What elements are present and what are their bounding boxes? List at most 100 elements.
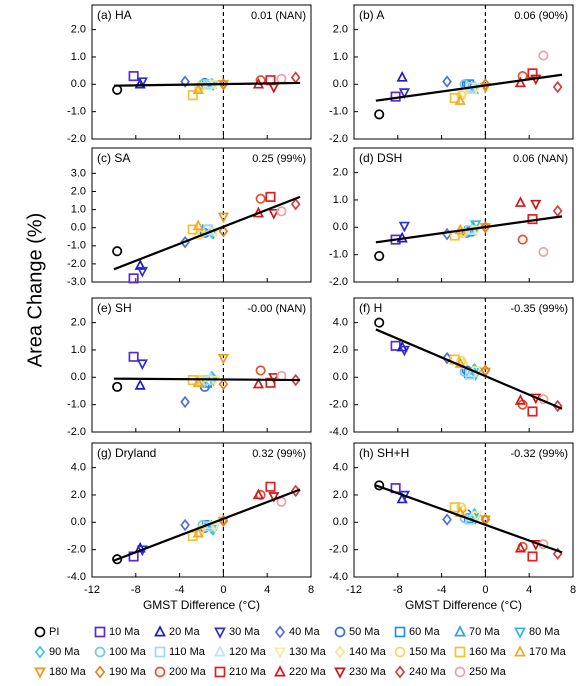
- point: [514, 541, 527, 553]
- point: [398, 88, 410, 99]
- legend-label: 180 Ma: [49, 666, 87, 678]
- point: [252, 377, 265, 389]
- panel-title: (b) A: [359, 8, 384, 22]
- legend-marker: [154, 625, 166, 637]
- point: [454, 94, 466, 105]
- legend-marker: [454, 625, 466, 637]
- legend-label: 160 Ma: [469, 646, 507, 658]
- point: [552, 399, 563, 413]
- panel-frame: [353, 147, 574, 283]
- legend-label: 50 Ma: [349, 626, 380, 638]
- fit-line: [375, 328, 563, 410]
- x-tick-label: 0: [482, 584, 488, 596]
- legend-label: 30 Ma: [229, 626, 260, 638]
- legend-marker: [514, 645, 526, 657]
- x-tick-label: 8: [308, 584, 314, 596]
- fit-line: [375, 215, 563, 244]
- point: [209, 375, 221, 387]
- point: [180, 395, 190, 409]
- legend-label: 230 Ma: [349, 666, 387, 678]
- point: [374, 250, 385, 262]
- point: [134, 77, 146, 89]
- y-tick-label: 1.0: [333, 194, 348, 206]
- y-tick-label: 1.0: [71, 344, 86, 356]
- point: [290, 197, 301, 211]
- point: [134, 379, 146, 390]
- point: [454, 357, 466, 368]
- legend-label: 70 Ma: [469, 626, 500, 638]
- x-tick-label: -12: [84, 584, 100, 596]
- x-tick-label: 4: [264, 584, 270, 596]
- y-tick-label: 0.0: [333, 221, 348, 233]
- legend-label: 40 Ma: [289, 626, 320, 638]
- y-tick-label: 4.0: [333, 462, 348, 474]
- legend-marker: [394, 665, 406, 679]
- legend-marker: [394, 626, 406, 638]
- y-tick-label: -4.0: [67, 571, 86, 583]
- legend-marker: [34, 645, 46, 659]
- point: [276, 73, 287, 84]
- panel-frame: [91, 4, 312, 140]
- point: [136, 266, 148, 278]
- legend-marker: [334, 667, 346, 679]
- point: [552, 80, 563, 94]
- panel-frame: [91, 147, 312, 283]
- legend-marker: [334, 645, 346, 659]
- legend-label: 100 Ma: [109, 646, 147, 658]
- legend-marker: [94, 626, 106, 638]
- point: [471, 225, 483, 237]
- point: [128, 351, 139, 362]
- y-tick-label: -1.0: [67, 399, 86, 411]
- legend-marker: [454, 666, 466, 678]
- point: [479, 515, 492, 527]
- panel-title: (c) SA: [97, 151, 130, 165]
- point: [192, 526, 204, 538]
- y-tick-label: 0.0: [71, 222, 86, 234]
- point: [374, 109, 385, 120]
- point: [218, 225, 229, 238]
- point: [207, 522, 218, 536]
- panel-frame: [91, 442, 312, 578]
- point: [514, 196, 527, 207]
- fit-line: [113, 488, 301, 562]
- panel-annotation: 0.06 (NAN): [513, 153, 568, 165]
- x-axis-label: GMST Difference (°C): [143, 598, 260, 612]
- y-tick-label: -2.0: [329, 544, 348, 556]
- fit-line: [113, 195, 301, 271]
- point: [136, 359, 148, 371]
- point: [268, 208, 280, 220]
- legend-label: 190 Ma: [109, 666, 147, 678]
- y-tick-label: -1.0: [329, 249, 348, 261]
- legend-marker: [274, 625, 286, 639]
- x-tick-label: 4: [526, 584, 532, 596]
- y-tick-label: 0.0: [333, 371, 348, 383]
- panel-title: (d) DSH: [359, 151, 402, 165]
- y-tick-label: -2.0: [329, 399, 348, 411]
- point: [374, 317, 385, 328]
- y-tick-label: 3.0: [71, 167, 86, 179]
- point: [112, 246, 123, 257]
- panel-frame: [353, 442, 574, 578]
- point: [442, 75, 452, 88]
- legend-marker: [454, 646, 466, 658]
- y-tick-label: 2.0: [333, 24, 348, 36]
- legend-marker: [214, 666, 226, 678]
- point: [112, 84, 123, 95]
- legend-marker: [34, 667, 46, 679]
- legend-marker: [154, 666, 166, 678]
- legend-label: 210 Ma: [229, 666, 267, 678]
- panel-title: (f) H: [359, 301, 382, 315]
- y-tick-label: 0.0: [333, 516, 348, 528]
- y-tick-label: -2.0: [67, 133, 86, 145]
- point: [128, 71, 139, 82]
- point: [268, 492, 280, 503]
- y-tick-label: -1.0: [67, 240, 86, 252]
- y-tick-label: 0.0: [71, 78, 86, 90]
- x-tick-label: -4: [437, 584, 447, 596]
- point: [449, 502, 460, 513]
- point: [268, 373, 280, 384]
- legend-label: 120 Ma: [229, 646, 267, 658]
- y-tick-label: -2.0: [67, 426, 86, 438]
- point: [265, 191, 276, 202]
- point: [194, 81, 205, 93]
